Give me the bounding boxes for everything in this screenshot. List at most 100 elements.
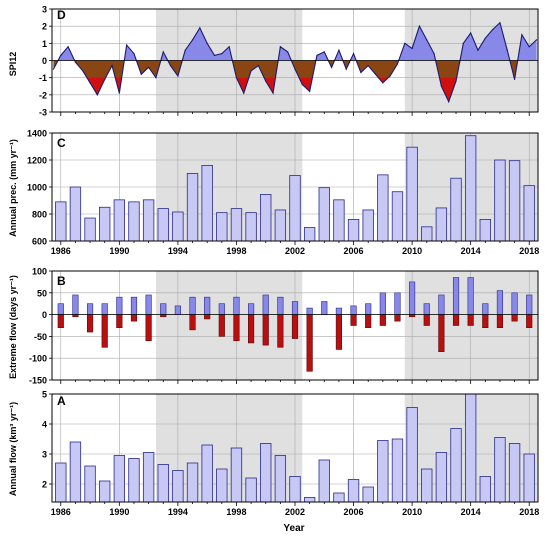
bar-low-1995 — [189, 314, 196, 331]
bar-high-2018 — [526, 294, 533, 315]
xtick-label-A-1986: 1986 — [51, 507, 71, 517]
spi-point-1999 — [250, 70, 252, 72]
spi-point-2016.5 — [506, 49, 508, 51]
xtick-label-C-1994: 1994 — [168, 246, 188, 256]
bar-A-2001 — [274, 455, 287, 503]
spi-point-2015.5 — [492, 29, 494, 31]
bar-low-1990 — [116, 314, 123, 328]
bar-high-1999 — [248, 303, 255, 315]
spi-point-2006.5 — [360, 71, 362, 74]
bar-C-2012 — [435, 207, 448, 242]
bar-A-1986 — [55, 462, 67, 503]
spi-point-2013 — [455, 80, 457, 82]
bar-A-1994 — [172, 470, 184, 503]
spi-point-1987.5 — [82, 70, 84, 72]
spi-point-1987 — [74, 61, 77, 63]
spi-mild-negative-area — [53, 60, 537, 78]
bar-A-2007 — [362, 486, 374, 503]
bar-high-2007 — [365, 303, 372, 315]
bar-low-1997 — [218, 314, 225, 337]
spi-point-2000.5 — [272, 92, 274, 94]
spi-point-2011 — [426, 39, 428, 41]
panel-letter-B: B — [57, 274, 66, 288]
spi-point-2012.5 — [448, 101, 450, 103]
bar-low-2007 — [365, 314, 372, 328]
y-axis-label-A: Annual flow (km³ yr⁻¹) — [8, 402, 18, 496]
bar-A-2013 — [450, 428, 462, 503]
bar-low-2003 — [306, 314, 313, 372]
xtick-label-A-2018: 2018 — [519, 507, 539, 517]
bar-C-1995 — [186, 173, 199, 242]
bar-low-1988 — [86, 314, 94, 333]
bar-high-2011 — [423, 303, 430, 315]
ytick-label-D--1: -1 — [39, 73, 47, 83]
bar-low-2014 — [467, 314, 474, 326]
bar-C-2010 — [406, 146, 418, 242]
bar-high-2002 — [291, 301, 299, 315]
xtick-label-A-2006: 2006 — [344, 507, 364, 517]
spi-point-2012 — [440, 85, 442, 87]
xtick-label-C-2002: 2002 — [285, 246, 305, 256]
xtick-label-C-1986: 1986 — [51, 246, 71, 256]
bar-C-2005 — [333, 199, 345, 242]
bar-high-2016 — [496, 290, 504, 315]
bar-A-2004 — [318, 459, 330, 503]
ytick-label-B-50: 50 — [37, 288, 47, 298]
ytick-label-D-3: 3 — [42, 5, 47, 15]
ytick-label-D-1: 1 — [42, 39, 47, 49]
panel-letter-C: C — [57, 136, 66, 150]
bar-C-2007 — [362, 209, 374, 242]
bar-C-1996 — [201, 164, 213, 242]
spi-point-1993 — [162, 51, 164, 53]
bar-A-1989 — [99, 480, 111, 503]
ytick-label-D--2: -2 — [39, 90, 47, 100]
bar-C-2003 — [303, 227, 316, 242]
spi-point-1995 — [191, 39, 194, 41]
spi-point-2008 — [382, 82, 384, 84]
bar-high-2014 — [467, 277, 474, 315]
bar-C-2011 — [421, 226, 433, 242]
panel-letter-D: D — [57, 8, 66, 22]
bar-C-1986 — [55, 201, 67, 242]
bar-high-1988 — [86, 303, 94, 315]
bar-low-1989 — [101, 314, 108, 348]
bar-C-2000 — [260, 194, 272, 242]
ytick-label-B--50: -50 — [34, 332, 47, 342]
spi-point-1996.5 — [213, 54, 216, 56]
spi-point-2011.5 — [433, 53, 435, 55]
xtick-label-C-2018: 2018 — [519, 246, 539, 256]
spi-positive-area — [53, 22, 537, 61]
bar-high-2004 — [321, 301, 328, 315]
spi-point-2005 — [338, 49, 340, 51]
bar-high-1987 — [72, 294, 79, 315]
bar-high-2012 — [438, 294, 445, 315]
spi-point-1985.5 — [52, 68, 55, 70]
bar-A-1993 — [157, 464, 169, 503]
bar-A-2015 — [479, 476, 491, 503]
bar-low-2011 — [423, 314, 430, 326]
spi-point-2005.5 — [345, 68, 347, 70]
spi-point-1992 — [148, 66, 150, 68]
bar-low-2013 — [452, 314, 460, 326]
ytick-label-D--3: -3 — [39, 108, 47, 118]
bar-low-2006 — [350, 314, 357, 326]
spi-point-2017 — [513, 78, 516, 80]
bar-high-2009 — [394, 292, 401, 315]
bar-high-2008 — [379, 292, 386, 315]
spi-point-1989.5 — [111, 65, 113, 67]
bar-C-1997 — [216, 212, 228, 242]
ytick-label-A-5: 5 — [42, 390, 47, 400]
spi-point-1988 — [89, 82, 91, 84]
xtick-label-C-2014: 2014 — [461, 246, 481, 256]
bar-A-1997 — [216, 468, 228, 503]
x-axis-label: Year — [283, 523, 304, 534]
spi-point-2015 — [484, 37, 486, 39]
bar-A-2000 — [260, 443, 272, 503]
bar-C-1990 — [113, 199, 126, 242]
spi-point-2008.5 — [389, 75, 391, 77]
xtick-label-C-1990: 1990 — [109, 246, 129, 256]
spi-point-2010 — [411, 47, 413, 50]
bar-low-1986 — [57, 314, 64, 328]
spi-point-1998 — [235, 77, 238, 79]
bar-high-2013 — [452, 277, 460, 315]
